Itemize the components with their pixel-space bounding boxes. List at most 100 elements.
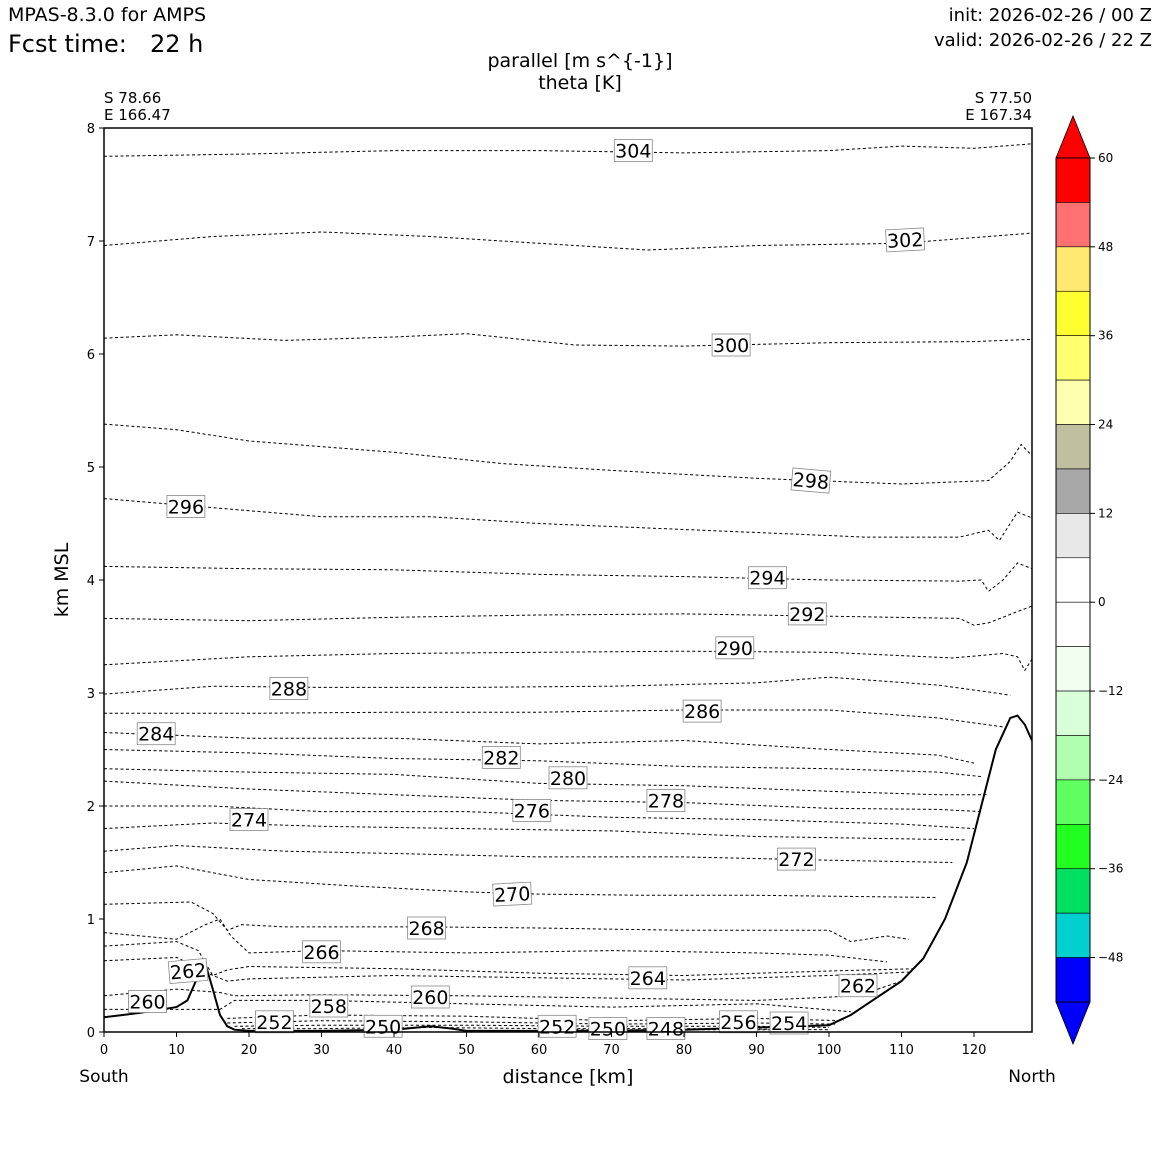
colorbar-segment — [1055, 868, 1091, 914]
colorbar-frame — [1055, 157, 1091, 1003]
colorbar-segment — [1055, 513, 1091, 559]
y-tick-label: 6 — [87, 348, 95, 363]
colorbar-tick-label: 48 — [1098, 240, 1113, 254]
contour-label: 268 — [407, 916, 447, 940]
theta-contour-256 — [227, 1014, 844, 1022]
y-tick-label: 7 — [87, 235, 95, 250]
contour-label: 296 — [166, 495, 206, 519]
theta-contour-272 — [104, 844, 953, 863]
colorbar-segment — [1055, 202, 1091, 248]
x-tick-label: 10 — [168, 1043, 185, 1058]
theta-contour-302 — [104, 231, 1032, 251]
contour-label-text: 274 — [231, 810, 267, 832]
colorbar-segment — [1055, 557, 1091, 603]
contour-label-text: 282 — [483, 747, 519, 769]
colorbar-tick-label: −48 — [1098, 951, 1123, 965]
theta-contour-270 — [104, 865, 938, 898]
contour-label-text: 252 — [256, 1012, 292, 1034]
forecast-time-value: 22 h — [150, 30, 204, 58]
theta-contour-286 — [104, 709, 1004, 728]
theta-contour-250 — [241, 1026, 830, 1031]
terrain-line — [104, 714, 1032, 1032]
contour-label: 270 — [492, 881, 533, 907]
contour-label-text: 298 — [792, 469, 830, 494]
contour-label-text: 272 — [778, 849, 814, 871]
theta-contour-262 — [104, 956, 909, 982]
contour-label: 254 — [769, 1011, 809, 1035]
x-tick-label: 120 — [962, 1043, 987, 1058]
colorbar-segment — [1055, 957, 1091, 1003]
valid-time: valid: 2026-02-26 / 22 Z — [934, 30, 1152, 51]
contour-label: 250 — [588, 1017, 628, 1041]
y-tick-label: 8 — [87, 122, 95, 137]
x-tick-label: 60 — [531, 1043, 548, 1058]
contour-label: 256 — [719, 1010, 758, 1034]
left-end-longitude: E 166.47 — [104, 106, 171, 124]
contour-label: 266 — [302, 940, 341, 964]
init-time: init: 2026-02-26 / 00 Z — [948, 5, 1152, 26]
contour-label-text: 300 — [713, 335, 749, 357]
contour-label-text: 266 — [303, 942, 339, 964]
model-title: MPAS-8.3.0 for AMPS — [8, 4, 207, 26]
contour-label: 274 — [229, 808, 269, 832]
theta-contour-298 — [104, 423, 1032, 485]
contour-label: 300 — [711, 333, 751, 357]
colorbar-tick-label: 12 — [1098, 506, 1113, 520]
plot-contents — [104, 143, 1032, 1032]
theta-contour-300 — [104, 333, 1032, 347]
contour-label: 264 — [628, 966, 668, 990]
contour-label-text: 258 — [311, 996, 347, 1018]
theta-contour-294 — [104, 562, 1032, 593]
contour-label: 276 — [512, 799, 552, 823]
contour-label: 282 — [481, 746, 521, 769]
contour-label-text: 250 — [365, 1016, 401, 1038]
contour-label-text: 270 — [494, 883, 531, 907]
contour-label: 260 — [410, 985, 450, 1009]
contour-label-text: 268 — [408, 918, 444, 940]
colorbar-segment — [1055, 468, 1091, 514]
y-tick-label: 2 — [87, 800, 95, 815]
theta-contour-280 — [104, 768, 989, 796]
contour-label-text: 292 — [789, 604, 825, 626]
colorbar-segment — [1055, 424, 1091, 470]
contour-label: 290 — [715, 636, 755, 660]
theta-contour-260 — [104, 980, 902, 1001]
contour-label: 252 — [254, 1010, 294, 1034]
contour-label-text: 304 — [615, 141, 651, 163]
contour-label-text: 248 — [648, 1019, 684, 1041]
chart-title-line2: theta [K] — [538, 72, 622, 94]
x-tick-label: 90 — [748, 1043, 765, 1058]
contour-label-text: 252 — [539, 1016, 575, 1038]
x-tick-label: 20 — [241, 1043, 258, 1058]
contour-label: 262 — [167, 957, 209, 985]
colorbar-tick-label: −12 — [1098, 684, 1123, 698]
theta-contour-268 — [104, 901, 909, 943]
left-end-latitude: S 78.66 — [104, 89, 161, 107]
chart-title-line1: parallel [m s^{-1}] — [487, 50, 672, 72]
x-tick-label: 30 — [313, 1043, 330, 1058]
colorbar-tick-label: 60 — [1098, 151, 1113, 165]
x-tick-label: 0 — [100, 1043, 108, 1058]
colorbar-tick-label: 36 — [1098, 329, 1113, 343]
contour-label-text: 250 — [590, 1019, 626, 1041]
contour-label-text: 296 — [168, 497, 204, 519]
contour-label-text: 260 — [412, 987, 448, 1009]
contour-label: 262 — [838, 974, 878, 998]
x-tick-label: 100 — [817, 1043, 842, 1058]
contour-label: 304 — [613, 139, 653, 163]
contour-label: 258 — [309, 994, 349, 1018]
contour-label-text: 262 — [840, 976, 876, 998]
contour-label-text: 290 — [717, 638, 753, 660]
x-tick-label: 80 — [676, 1043, 693, 1058]
right-end-direction: North — [1008, 1067, 1056, 1087]
colorbar-segment — [1055, 157, 1091, 203]
colorbar-tick-label: 0 — [1098, 595, 1106, 609]
theta-contour-278 — [104, 780, 982, 813]
right-end-latitude: S 77.50 — [975, 89, 1032, 107]
contour-label-text: 294 — [749, 568, 785, 590]
theta-contour-290 — [104, 650, 1032, 672]
theta-contour-282 — [104, 749, 982, 778]
theta-contour-304 — [104, 143, 1032, 157]
colorbar-segment — [1055, 379, 1091, 425]
